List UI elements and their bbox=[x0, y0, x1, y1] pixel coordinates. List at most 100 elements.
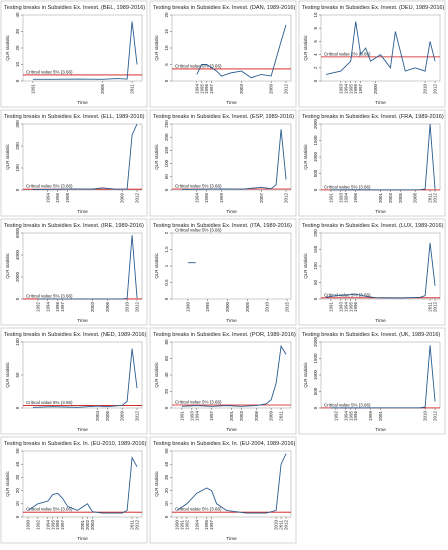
plot-area bbox=[171, 450, 292, 518]
chart-title: Testing breaks in Subsidies Ex. Invest. … bbox=[302, 223, 444, 229]
x-tick-label: 1993 bbox=[338, 302, 343, 313]
line-series bbox=[181, 344, 287, 407]
x-axis-label: Time bbox=[77, 209, 88, 215]
panel-frame bbox=[0, 327, 148, 435]
y-tick-label: 8 bbox=[313, 26, 318, 29]
x-axis-label: Time bbox=[375, 100, 386, 106]
line-series bbox=[181, 129, 287, 190]
y-tick-label: 2000 bbox=[15, 271, 20, 282]
x-tick-label: 2003 bbox=[90, 520, 95, 531]
y-tick-label: 200 bbox=[15, 142, 20, 150]
y-tick-label: 0.5 bbox=[164, 279, 169, 286]
x-tick-label: 1997 bbox=[209, 411, 214, 422]
chart-panel: Testing breaks in Subsidies Ex. Invest. … bbox=[149, 327, 297, 435]
y-tick-label: 100 bbox=[313, 262, 318, 270]
y-axis-label: QLR statistic bbox=[154, 362, 159, 388]
y-tick-label: 0 bbox=[15, 188, 20, 191]
panel-frame bbox=[0, 436, 148, 544]
critical-label: Critical value 5% (3.66) bbox=[26, 293, 73, 298]
x-axis-label: Time bbox=[77, 318, 88, 324]
chart-panel: Testing breaks in Subsidies Ex. Invest. … bbox=[149, 218, 297, 326]
x-tick-label: 1993 bbox=[189, 411, 194, 422]
x-tick-label: 1995 bbox=[50, 520, 55, 531]
x-tick-label: 2011 bbox=[428, 193, 433, 203]
x-tick-label: 2010 bbox=[423, 84, 428, 95]
x-tick-label: 2006 bbox=[105, 302, 110, 313]
x-tick-label: 2010 bbox=[274, 520, 279, 531]
y-tick-label: 6 bbox=[313, 40, 318, 43]
chart-panel: Testing breaks in Subsidies Ex. Invest. … bbox=[149, 0, 297, 108]
panel-frame bbox=[149, 109, 297, 217]
critical-label: Critical value 5% (3.66) bbox=[175, 399, 222, 404]
y-tick-label: 30 bbox=[164, 474, 169, 480]
x-tick-label: 1996 bbox=[204, 84, 209, 95]
x-tick-label: 1990 bbox=[25, 520, 30, 531]
x-tick-label: 1996 bbox=[55, 193, 60, 204]
chart-panel: Testing breaks in Subsidies Ex. In. (EU-… bbox=[149, 436, 297, 544]
x-tick-label: 2012 bbox=[284, 520, 289, 531]
x-tick-label: 1992 bbox=[333, 411, 338, 422]
chart-panel: Testing breaks in Subsidies Ex. Invest. … bbox=[0, 109, 148, 217]
x-tick-label: 2012 bbox=[135, 520, 140, 531]
y-axis-label: QLR statistic bbox=[303, 35, 308, 61]
y-tick-label: 200 bbox=[164, 133, 169, 141]
x-axis-label: Time bbox=[226, 100, 237, 106]
x-tick-label: 1995 bbox=[205, 302, 210, 313]
x-tick-label: 1993 bbox=[338, 84, 343, 95]
y-tick-label: 20 bbox=[164, 389, 169, 395]
x-tick-label: 2001 bbox=[378, 411, 383, 422]
line-series bbox=[196, 24, 287, 79]
x-tick-label: 2003 bbox=[90, 302, 95, 313]
y-axis-label: QLR statistic bbox=[303, 253, 308, 279]
chart-title: Testing breaks in Subsidies Ex. In. (EU-… bbox=[153, 441, 296, 447]
panel-frame bbox=[0, 0, 148, 108]
y-tick-label: 10 bbox=[15, 501, 20, 507]
y-tick-label: 2000 bbox=[313, 118, 318, 129]
critical-label: Critical value 5% (3.66) bbox=[175, 184, 222, 189]
x-axis-label: Time bbox=[226, 209, 237, 215]
y-tick-label: 500 bbox=[313, 387, 318, 395]
x-tick-label: 1996 bbox=[353, 411, 358, 422]
y-tick-label: 0 bbox=[313, 406, 318, 409]
panel-frame bbox=[149, 0, 297, 108]
x-tick-label: 1991 bbox=[328, 302, 333, 313]
y-tick-label: 250 bbox=[164, 120, 169, 128]
x-tick-label: 1997 bbox=[209, 84, 214, 95]
y-tick-label: 0 bbox=[15, 79, 20, 82]
chart-title: Testing breaks in Subsidies Ex. Invest. … bbox=[302, 5, 445, 11]
y-tick-label: 100 bbox=[164, 159, 169, 167]
x-tick-label: 1995 bbox=[199, 84, 204, 95]
y-tick-label: 50 bbox=[164, 174, 169, 180]
y-tick-label: 1000 bbox=[313, 369, 318, 380]
x-tick-label: 2009 bbox=[120, 411, 125, 422]
x-tick-label: 2003 bbox=[388, 193, 393, 204]
x-tick-label: 1991 bbox=[328, 193, 333, 204]
y-tick-label: 2 bbox=[313, 66, 318, 69]
y-tick-label: 30 bbox=[15, 474, 20, 480]
x-tick-label: 2010 bbox=[125, 302, 130, 313]
chart-panel: Testing breaks in Subsidies Ex. In. (EU-… bbox=[0, 436, 148, 544]
x-tick-label: 1993 bbox=[338, 193, 343, 204]
y-tick-label: 80 bbox=[164, 339, 169, 345]
y-tick-label: 0 bbox=[15, 297, 20, 300]
x-tick-label: 1992 bbox=[35, 520, 40, 531]
y-tick-label: 10 bbox=[15, 62, 20, 68]
y-tick-label: 20 bbox=[164, 12, 169, 18]
chart-title: Testing breaks in Subsidies Ex. Invest. … bbox=[153, 5, 296, 11]
x-tick-label: 2012 bbox=[433, 193, 438, 204]
line-series bbox=[325, 21, 436, 75]
x-tick-label: 2011 bbox=[130, 520, 135, 530]
x-tick-label: 1994 bbox=[343, 411, 348, 422]
y-tick-label: 6000 bbox=[15, 227, 20, 238]
plot-area bbox=[22, 123, 143, 191]
x-tick-label: 1996 bbox=[55, 520, 60, 531]
y-tick-label: 50 bbox=[15, 372, 20, 378]
line-series bbox=[27, 456, 138, 514]
y-tick-label: 500 bbox=[313, 169, 318, 177]
y-tick-label: 0 bbox=[15, 515, 20, 518]
critical-label: Critical value 5% (3.66) bbox=[26, 184, 73, 189]
y-axis-label: QLR statistic bbox=[5, 471, 10, 497]
chart-title: Testing breaks in Subsidies Ex. Invest. … bbox=[302, 114, 444, 120]
critical-label: Critical value 5% (3.66) bbox=[324, 402, 371, 407]
y-axis-label: QLR statistic bbox=[154, 35, 159, 61]
